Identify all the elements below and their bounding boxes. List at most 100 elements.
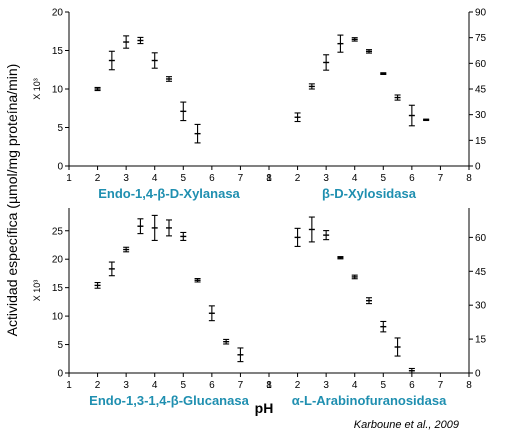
data-point xyxy=(351,37,358,42)
data-point xyxy=(337,34,344,53)
data-point xyxy=(308,216,315,243)
y-tick-label: 45 xyxy=(475,85,487,96)
global-y-axis-label: Actividad específica (µmol/mg proteína/m… xyxy=(4,64,20,337)
x-tick-label: 3 xyxy=(123,380,129,391)
data-point xyxy=(237,347,244,363)
data-point xyxy=(180,101,187,122)
panel-glucanase: 1 2 3 4 5 6 7 8 0 5 10 15 20 25 X 10³ Endo-1,3-1,4-β-Gl… xyxy=(32,208,272,408)
data-point xyxy=(394,94,401,101)
y-tick-label: 45 xyxy=(475,267,487,278)
data-point xyxy=(323,54,330,71)
x-tick-label: 7 xyxy=(238,380,244,391)
x-tick-label: 7 xyxy=(438,380,444,391)
panel-title: Endo-1,3-1,4-β-Glucanasa xyxy=(89,393,249,408)
y-tick-label: 30 xyxy=(475,110,487,121)
data-point xyxy=(323,230,330,241)
y-tick-label: 60 xyxy=(475,233,487,244)
x-tick-label: 4 xyxy=(352,380,358,391)
data-point xyxy=(123,35,130,49)
data-point xyxy=(337,256,344,260)
x-tick-label: 1 xyxy=(266,380,272,391)
x-tick-label: 8 xyxy=(266,380,272,391)
x-tick-label: 8 xyxy=(466,173,472,184)
data-point xyxy=(166,76,172,82)
x-tick-label: 1 xyxy=(66,380,72,391)
x-tick-label: 5 xyxy=(381,380,387,391)
y-tick-label: 5 xyxy=(57,340,63,351)
data-point xyxy=(151,214,158,241)
y-tick-label: 15 xyxy=(475,136,487,147)
x-tick-label: 6 xyxy=(409,380,415,391)
x-tick-label: 8 xyxy=(466,380,472,391)
y-tick-label: 30 xyxy=(475,301,487,312)
x-tick-label: 1 xyxy=(266,173,272,184)
data-point xyxy=(294,112,301,123)
data-point xyxy=(294,227,301,247)
x-tick-label: 1 xyxy=(66,173,72,184)
data-point xyxy=(166,219,172,237)
data-point xyxy=(208,305,215,322)
data-point xyxy=(351,274,358,280)
x-tick-label: 3 xyxy=(323,380,329,391)
data-point xyxy=(394,337,401,357)
source-credit: Karboune et al., 2009 xyxy=(354,419,459,431)
data-point xyxy=(108,261,115,277)
x-tick-label: 6 xyxy=(409,173,415,184)
x-tick-label: 5 xyxy=(181,380,187,391)
data-point xyxy=(137,218,144,235)
panel-title: Endo-1,4-β-D-Xylanasa xyxy=(98,186,240,201)
data-point xyxy=(151,52,158,69)
x-tick-label: 2 xyxy=(95,380,101,391)
x-tick-label: 5 xyxy=(181,173,187,184)
data-point xyxy=(308,83,315,90)
y-axis-unit-label: X 10³ xyxy=(32,280,42,302)
data-point xyxy=(123,246,130,253)
data-point xyxy=(108,50,115,71)
data-point xyxy=(380,320,387,333)
data-point xyxy=(366,49,372,54)
x-tick-label: 4 xyxy=(152,380,158,391)
data-point xyxy=(194,278,201,283)
y-tick-label: 75 xyxy=(475,33,487,44)
x-tick-label: 6 xyxy=(209,380,215,391)
data-point xyxy=(423,118,430,122)
y-axis-unit-label: X 10³ xyxy=(32,78,42,100)
data-point xyxy=(223,338,230,345)
global-x-axis-label: pH xyxy=(255,400,274,416)
x-tick-label: 3 xyxy=(323,173,329,184)
y-tick-label: 15 xyxy=(52,46,64,57)
x-tick-label: 7 xyxy=(238,173,244,184)
y-tick-label: 5 xyxy=(57,123,63,134)
panel-xylanase: 1 2 3 4 5 6 7 8 0 5 10 15 20 X 10³ Endo-1,4-β-D-Xylana… xyxy=(32,8,272,202)
x-tick-label: 7 xyxy=(438,173,444,184)
data-point xyxy=(366,297,372,305)
x-tick-label: 6 xyxy=(209,173,215,184)
x-tick-label: 2 xyxy=(95,173,101,184)
data-point xyxy=(94,281,101,289)
x-tick-label: 5 xyxy=(381,173,387,184)
y-tick-label: 0 xyxy=(57,162,63,173)
y-tick-label: 0 xyxy=(475,162,481,173)
data-point xyxy=(408,367,415,374)
data-point xyxy=(194,123,201,144)
y-tick-label: 0 xyxy=(475,369,481,380)
y-tick-label: 25 xyxy=(52,226,64,237)
data-point xyxy=(137,36,144,45)
y-tick-label: 20 xyxy=(52,8,64,19)
y-tick-label: 15 xyxy=(475,335,487,346)
x-tick-label: 2 xyxy=(295,173,301,184)
y-tick-label: 90 xyxy=(475,8,487,19)
data-point xyxy=(408,104,415,127)
panel-title: α-L-Arabinofuranosidasa xyxy=(292,393,447,408)
x-tick-label: 3 xyxy=(123,173,129,184)
y-tick-label: 60 xyxy=(475,59,487,70)
x-tick-label: 8 xyxy=(266,173,272,184)
data-point xyxy=(180,231,187,241)
y-tick-label: 15 xyxy=(52,283,64,294)
panel-title: β-D-Xylosidasa xyxy=(322,186,417,201)
data-point xyxy=(380,72,387,76)
data-point xyxy=(94,86,101,92)
